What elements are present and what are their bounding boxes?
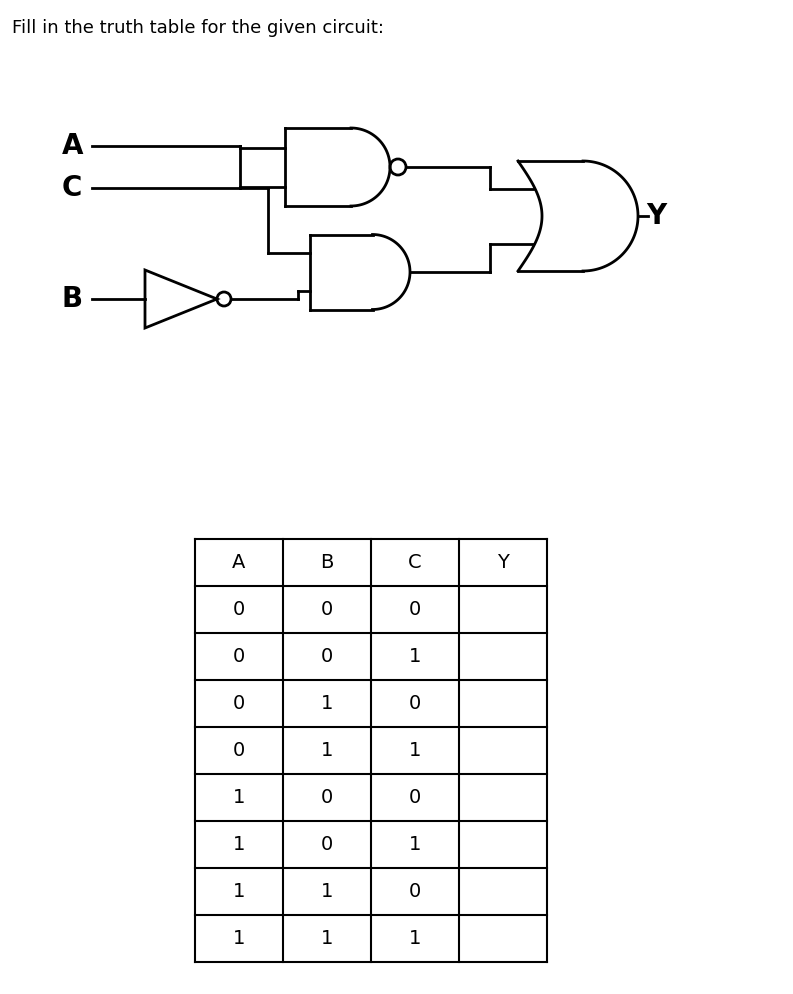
Text: 0: 0 (409, 788, 421, 807)
Text: 1: 1 (233, 788, 245, 807)
Text: 0: 0 (321, 835, 333, 854)
Text: 0: 0 (321, 788, 333, 807)
Text: 0: 0 (321, 600, 333, 619)
Text: C: C (408, 553, 422, 572)
Text: A: A (232, 553, 246, 572)
Text: 1: 1 (321, 882, 333, 901)
Text: C: C (62, 174, 82, 202)
Text: 0: 0 (233, 600, 245, 619)
Text: 0: 0 (233, 694, 245, 713)
Text: 1: 1 (233, 882, 245, 901)
Text: 1: 1 (409, 835, 421, 854)
Text: 1: 1 (409, 929, 421, 948)
Text: A: A (62, 132, 83, 160)
Text: 0: 0 (233, 741, 245, 760)
Text: 0: 0 (409, 882, 421, 901)
Text: 0: 0 (409, 600, 421, 619)
Text: 1: 1 (233, 835, 245, 854)
Text: 0: 0 (409, 694, 421, 713)
Text: B: B (62, 285, 83, 313)
Text: 1: 1 (409, 647, 421, 666)
Text: 0: 0 (233, 647, 245, 666)
Text: 0: 0 (321, 647, 333, 666)
Text: 1: 1 (321, 929, 333, 948)
Text: Y: Y (497, 553, 509, 572)
Text: 1: 1 (321, 694, 333, 713)
Text: Fill in the truth table for the given circuit:: Fill in the truth table for the given ci… (12, 19, 384, 37)
Text: 1: 1 (409, 741, 421, 760)
Text: 1: 1 (321, 741, 333, 760)
Text: 1: 1 (233, 929, 245, 948)
Text: B: B (320, 553, 334, 572)
Text: Y: Y (646, 202, 666, 230)
